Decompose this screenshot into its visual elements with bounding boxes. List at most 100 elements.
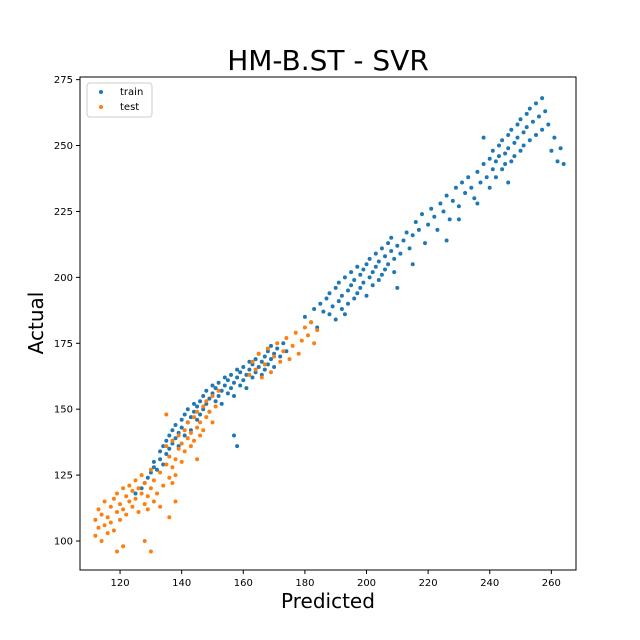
point-train-189 xyxy=(515,135,520,140)
point-train-186 xyxy=(512,140,517,145)
point-train-136 xyxy=(389,249,394,253)
point-train-144 xyxy=(407,246,412,251)
point-test-86 xyxy=(256,351,261,356)
point-test-79 xyxy=(148,549,153,554)
y-axis-label: Actual xyxy=(24,292,48,355)
y-tick-label-150: 150 xyxy=(54,405,73,416)
point-train-92 xyxy=(312,307,317,311)
point-train-128 xyxy=(376,278,381,282)
point-train-132 xyxy=(383,254,387,259)
point-train-117 xyxy=(358,285,363,290)
x-tick-label-120: 120 xyxy=(111,578,130,589)
point-test-62 xyxy=(192,438,196,443)
y-tick-label-100: 100 xyxy=(54,537,73,548)
x-tick-label-220: 220 xyxy=(419,578,438,589)
point-train-19 xyxy=(173,423,178,427)
point-train-64 xyxy=(244,372,249,377)
point-test-5 xyxy=(99,512,104,517)
point-train-13 xyxy=(164,438,169,443)
point-train-110 xyxy=(349,283,354,288)
point-train-140 xyxy=(395,243,400,248)
point-test-4 xyxy=(99,539,104,543)
point-test-19 xyxy=(121,507,126,512)
point-train-56 xyxy=(232,380,236,385)
point-train-63 xyxy=(241,365,246,369)
point-test-58 xyxy=(185,420,190,425)
point-test-103 xyxy=(309,320,314,325)
x-tick-label-140: 140 xyxy=(172,578,191,589)
point-test-27 xyxy=(133,496,138,501)
point-test-20 xyxy=(124,494,129,499)
point-train-160 xyxy=(456,204,461,209)
point-train-216 xyxy=(395,285,400,290)
point-test-71 xyxy=(207,409,212,414)
point-test-94 xyxy=(281,349,286,354)
point-train-176 xyxy=(497,143,501,148)
x-axis: 120 140 160 180 200 220 240 260 xyxy=(111,570,561,589)
point-test-28 xyxy=(136,510,141,514)
point-train-125 xyxy=(370,283,375,288)
point-train-179 xyxy=(500,138,505,143)
point-test-2 xyxy=(96,525,101,530)
point-test-97 xyxy=(290,343,295,348)
point-train-59 xyxy=(235,367,240,372)
point-train-98 xyxy=(327,291,332,296)
point-train-209 xyxy=(534,101,538,106)
point-test-76 xyxy=(158,504,163,509)
series-test xyxy=(93,320,320,554)
point-train-33 xyxy=(195,417,200,422)
point-train-44 xyxy=(213,399,218,404)
point-train-171 xyxy=(487,185,492,190)
point-train-108 xyxy=(346,288,350,293)
point-test-64 xyxy=(195,409,200,414)
point-test-82 xyxy=(115,549,119,554)
point-train-36 xyxy=(201,394,206,398)
point-train-195 xyxy=(524,125,529,130)
point-train-40 xyxy=(207,396,212,401)
point-test-100 xyxy=(299,338,304,343)
point-train-165 xyxy=(472,196,477,201)
point-train-151 xyxy=(429,206,434,211)
point-test-15 xyxy=(115,491,119,496)
point-test-0 xyxy=(93,533,98,538)
point-test-10 xyxy=(108,504,113,509)
point-train-24 xyxy=(182,433,187,438)
legend-label-test: test xyxy=(120,102,139,113)
plot-frame xyxy=(79,76,577,571)
point-train-139 xyxy=(392,270,397,275)
point-train-1 xyxy=(139,486,144,491)
x-tick-label-260: 260 xyxy=(542,578,561,589)
point-test-9 xyxy=(105,515,110,520)
point-train-89 xyxy=(232,433,236,438)
x-tick-label-180: 180 xyxy=(295,578,314,589)
point-train-145 xyxy=(410,233,415,238)
point-train-178 xyxy=(500,167,505,172)
point-train-166 xyxy=(475,169,480,174)
point-train-39 xyxy=(204,388,209,393)
point-test-43 xyxy=(164,462,169,467)
point-train-77 xyxy=(262,367,267,372)
point-test-84 xyxy=(250,359,255,364)
point-train-153 xyxy=(435,227,440,232)
point-test-12 xyxy=(111,496,116,501)
point-train-6 xyxy=(151,459,156,464)
point-train-188 xyxy=(515,122,520,127)
point-train-30 xyxy=(192,409,196,414)
point-test-8 xyxy=(105,531,110,536)
point-train-23 xyxy=(179,417,184,422)
point-test-74 xyxy=(213,404,218,409)
point-train-124 xyxy=(370,270,375,275)
point-train-17 xyxy=(170,428,175,433)
point-train-105 xyxy=(339,293,344,298)
point-train-101 xyxy=(333,317,338,322)
point-train-129 xyxy=(376,259,381,264)
point-train-8 xyxy=(158,457,163,462)
y-tick-label-250: 250 xyxy=(54,141,73,152)
point-test-42 xyxy=(161,483,166,488)
point-train-94 xyxy=(318,301,323,306)
point-train-213 xyxy=(506,180,511,185)
point-train-194 xyxy=(524,111,529,116)
point-train-111 xyxy=(349,270,354,275)
point-test-81 xyxy=(121,544,126,549)
